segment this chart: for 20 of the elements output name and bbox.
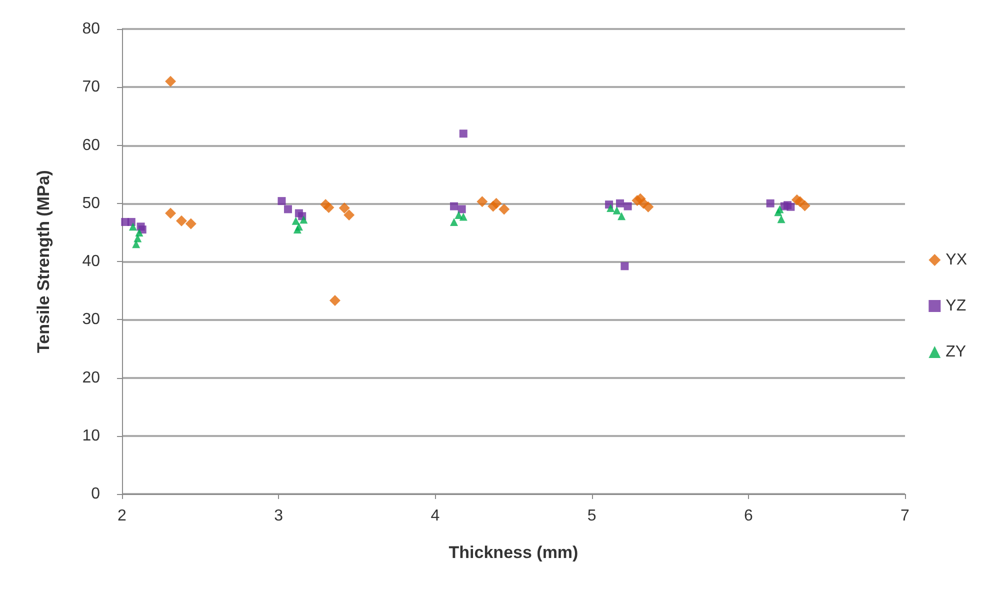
x-tick-label: 5 [587, 508, 596, 524]
x-tick-label: 2 [118, 508, 127, 524]
y-tick-label: 80 [82, 20, 100, 38]
x-tick-label: 4 [430, 508, 440, 524]
y-axis-title: Tensile Strength (MPa) [34, 170, 53, 353]
x-axis-title: Thickness (mm) [448, 543, 578, 562]
x-tick-label: 3 [274, 508, 284, 524]
y-tick-label: 10 [82, 427, 100, 444]
legend-label: YZ [946, 298, 966, 314]
legend-label: YX [946, 252, 968, 268]
y-tick-label: 40 [82, 253, 100, 270]
y-tick-label: 0 [91, 486, 100, 502]
y-tick-label: 60 [82, 136, 100, 154]
y-tick-label: 50 [82, 194, 100, 212]
y-tick-label: 70 [82, 78, 100, 96]
x-tick-label: 6 [744, 508, 753, 524]
y-tick-label: 20 [82, 369, 100, 386]
y-tick-label: 30 [82, 311, 100, 328]
legend-label: ZY [946, 344, 966, 360]
x-tick-label: 7 [900, 508, 910, 524]
